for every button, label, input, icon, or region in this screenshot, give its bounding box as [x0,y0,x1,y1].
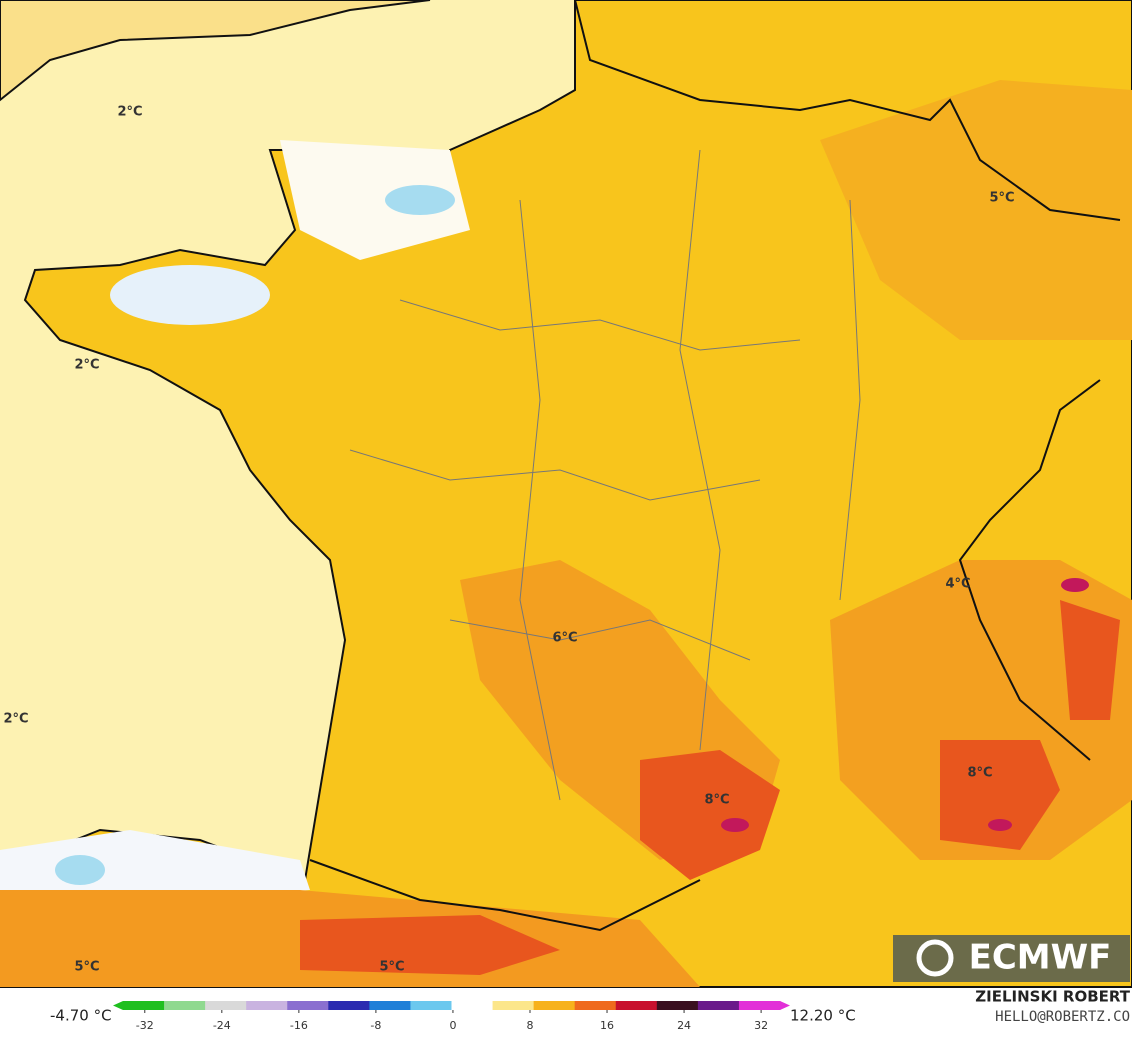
contact: HELLO@ROBERTZ.CO [995,1009,1130,1025]
hot-area [300,915,560,975]
colorbar-segment [164,1001,206,1010]
colorbar-segment [656,1001,699,1010]
colorbar-segment [492,1001,535,1010]
colorbar-min: -4.70 °C [50,1007,112,1025]
colorbar-segment [246,1001,288,1010]
colorbar-segment [697,1001,740,1010]
logo-text: ECMWF [969,938,1112,978]
temp-label: 4°C [945,577,970,592]
colorbar-end [113,1001,123,1010]
colorbar-tick-label: 24 [677,1019,691,1032]
temp-label: 8°C [967,766,992,781]
hot-area [1060,600,1120,720]
colorbar-segment [574,1001,617,1010]
colorbar-segment [738,1001,781,1010]
temp-label: 5°C [989,191,1014,206]
temp-label: 2°C [74,358,99,373]
logo-icon [916,939,954,977]
colorbar-tick-label: 32 [754,1019,768,1032]
colorbar-segment [615,1001,658,1010]
colorbar-segment [451,1001,494,1010]
colorbar-segment [328,1001,370,1010]
britain [0,0,431,102]
country-border [309,0,1121,932]
colorbar-tick-label: 0 [449,1019,456,1032]
temp-label: 5°C [379,960,404,975]
colorbar-tick-label: 8 [526,1019,533,1032]
temp-label: 6°C [552,631,577,646]
temp-label: 2°C [117,105,142,120]
peak [721,818,749,832]
colorbar-segment [533,1001,576,1010]
colorbar-segment [410,1001,452,1010]
colorbar-tick-label: -24 [213,1019,231,1032]
cold-patch [280,140,470,260]
peak [988,819,1012,831]
colorbar-segment [287,1001,329,1010]
cold-patch [55,855,105,885]
colorbar-end [780,1001,790,1010]
colorbar-tick-label: 16 [600,1019,614,1032]
warm-area [820,80,1132,340]
colorbar-segment [123,1001,165,1010]
cold-patch [110,265,270,325]
colorbar-segment [369,1001,411,1010]
colorbar: -32 -24 -16 -8 0 8 16 24 32 [113,1001,790,1032]
author: ZIELINSKI ROBERT [975,988,1130,1006]
hot-area [640,750,780,880]
peak [1061,578,1089,592]
colorbar-tick-label: -16 [290,1019,308,1032]
colorbar-segment [205,1001,247,1010]
colorbar-tick-label: -8 [370,1019,381,1032]
colorbar-max: 12.20 °C [790,1007,856,1025]
temp-label: 5°C [74,960,99,975]
temp-label: 2°C [3,712,28,727]
cold-patch [385,185,455,215]
department-border [349,149,861,801]
colorbar-tick-label: -32 [136,1019,154,1032]
temp-label: 8°C [704,793,729,808]
hot-area [940,740,1060,850]
